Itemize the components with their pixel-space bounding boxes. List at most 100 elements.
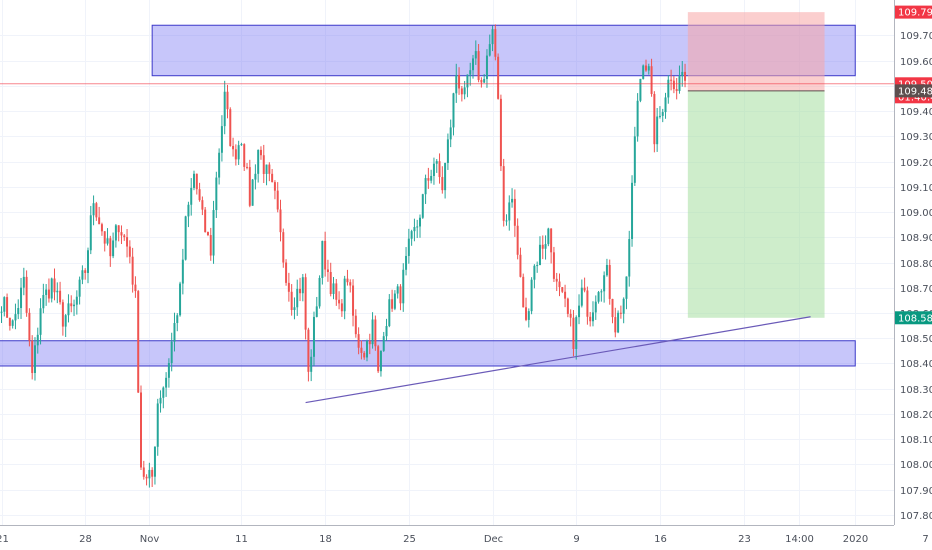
candle-down: [586, 290, 589, 317]
candle-down: [672, 80, 675, 90]
price-badge: [895, 5, 932, 19]
candle-up: [591, 312, 594, 322]
take-profit-zone[interactable]: [687, 90, 825, 318]
candle-down: [287, 282, 290, 292]
trendline[interactable]: [305, 316, 811, 404]
candle-up: [396, 286, 399, 294]
candle-up: [483, 78, 486, 83]
price-tick-label: 109.100: [900, 183, 932, 194]
candle-down: [204, 209, 207, 233]
candle-up: [257, 149, 260, 174]
candle-down: [137, 291, 140, 393]
price-tick-label: 108.200: [900, 410, 932, 421]
short-position-tool[interactable]: [687, 12, 825, 318]
candle-down: [427, 178, 430, 181]
time-tick-label: Nov: [140, 534, 160, 545]
stop-loss-zone[interactable]: [687, 12, 825, 91]
candle-up: [410, 231, 413, 239]
candle-down: [552, 252, 555, 279]
price-tick-label: 108.300: [900, 385, 932, 396]
candle-down: [619, 312, 622, 314]
candle-down: [360, 347, 363, 353]
candle-up: [527, 311, 530, 320]
candle-up: [45, 289, 48, 296]
candle-up: [218, 152, 221, 178]
candle-down: [377, 346, 380, 372]
candle-down: [569, 313, 572, 318]
candle-down: [117, 225, 120, 233]
price-tick-label: 108.400: [900, 359, 932, 370]
time-tick-label: Dec: [484, 534, 503, 545]
price-badge-label: 108.581: [898, 313, 932, 324]
price-badge-label: 01:40:40: [898, 92, 932, 103]
candle-down: [273, 182, 276, 191]
price-tick-label: 109.600: [900, 57, 932, 68]
candle-down: [329, 271, 332, 294]
time-tick-label: 16: [654, 534, 667, 545]
candle-up: [385, 326, 388, 337]
candle-up: [508, 202, 511, 221]
candle-up: [469, 70, 472, 75]
candle-down: [480, 80, 483, 83]
candle-down: [352, 285, 355, 316]
time-tick-label: 7: [922, 534, 928, 545]
candle-up: [421, 194, 424, 218]
candle-up: [11, 320, 14, 326]
candle-down: [201, 200, 204, 210]
price-tick-label: 109.000: [900, 208, 932, 219]
price-tick-label: 108.500: [900, 334, 932, 345]
price-tick-label: 109.200: [900, 158, 932, 169]
candle-up: [315, 306, 318, 317]
candle-down: [53, 278, 56, 293]
candle-up: [112, 240, 115, 257]
candle-down: [477, 51, 480, 81]
time-tick-label: 14:00: [785, 534, 814, 545]
candle-up: [165, 377, 168, 388]
candle-down: [195, 173, 198, 190]
candle-up: [435, 161, 438, 164]
candle-down: [324, 240, 327, 270]
candle-up: [536, 265, 539, 267]
candle-up: [190, 187, 193, 205]
candle-down: [47, 289, 50, 299]
candle-down: [614, 317, 617, 333]
support-trendline[interactable]: [305, 316, 811, 404]
candle-up: [578, 305, 581, 318]
candle-down: [109, 238, 112, 257]
candle-down: [494, 29, 497, 57]
candle-down: [670, 79, 673, 81]
candle-down: [589, 316, 592, 322]
candle-up: [544, 244, 547, 249]
candle-up: [530, 279, 533, 312]
candle-down: [120, 232, 123, 236]
candle-down: [684, 71, 687, 81]
candle-up: [318, 277, 321, 307]
candle-up: [416, 226, 419, 228]
candle-down: [340, 303, 343, 312]
candle-up: [162, 387, 165, 398]
candle-up: [642, 65, 645, 79]
candle-down: [368, 340, 371, 345]
candle-up: [184, 216, 187, 260]
time-tick-label: 23: [738, 534, 751, 545]
candle-down: [441, 177, 444, 191]
candle-down: [458, 74, 461, 89]
candle-down: [198, 189, 201, 201]
candle-up: [452, 93, 455, 128]
candle-up: [444, 162, 447, 191]
candle-up: [547, 228, 550, 245]
support-zone[interactable]: [0, 340, 856, 367]
candle-down: [460, 88, 463, 95]
price-badge: [895, 311, 932, 325]
candle-up: [617, 312, 620, 333]
candle-up: [628, 239, 631, 277]
candle-up: [237, 145, 240, 160]
candle-up: [371, 319, 374, 345]
candle-up: [75, 296, 78, 305]
candle-up: [173, 323, 176, 342]
candle-up: [156, 403, 159, 447]
candle-down: [226, 91, 229, 110]
candle-up: [622, 298, 625, 314]
time-axis[interactable]: 2128Nov111825Dec9162314:002020714: [0, 534, 932, 545]
